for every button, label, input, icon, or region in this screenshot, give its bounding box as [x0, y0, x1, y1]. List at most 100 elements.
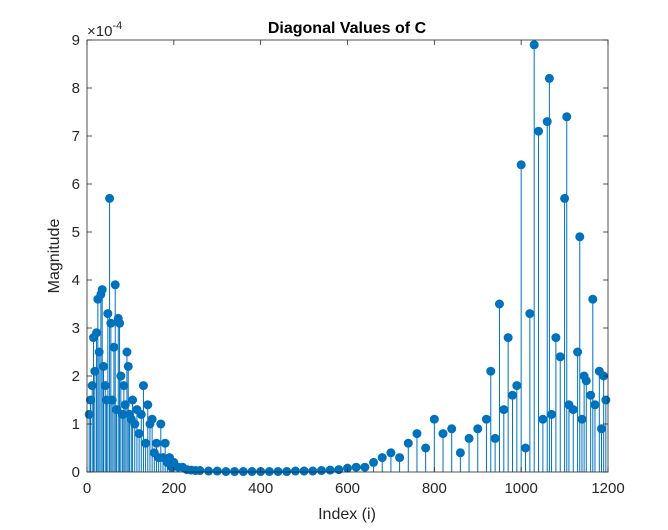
data-point: [160, 438, 170, 448]
y-tick-label: 5: [72, 224, 80, 241]
y-axis-label: Magnitude: [46, 219, 63, 294]
data-point: [204, 466, 214, 476]
y-tick-label: 4: [72, 272, 80, 289]
y-exponent-power: -4: [112, 20, 122, 32]
data-point: [588, 294, 598, 304]
data-point: [100, 381, 110, 391]
y-tick-label: 1: [72, 416, 80, 433]
data-point: [118, 409, 128, 419]
x-axis-label: Index (i): [318, 506, 376, 523]
data-point: [316, 466, 326, 476]
data-point: [494, 299, 504, 309]
data-point: [87, 381, 97, 391]
data-point: [109, 342, 119, 352]
data-point: [290, 466, 300, 476]
data-point: [84, 409, 94, 419]
data-point: [247, 467, 257, 477]
data-point: [412, 429, 422, 439]
data-point: [369, 457, 379, 467]
y-exponent-label: ×10-4: [87, 20, 122, 40]
data-point: [112, 405, 122, 415]
data-point: [110, 280, 120, 290]
data-point: [377, 453, 387, 463]
data-point: [521, 443, 531, 453]
data-point: [562, 112, 572, 122]
data-point: [551, 333, 561, 343]
data-point: [221, 467, 231, 477]
data-point: [486, 366, 496, 376]
x-tick-label: 0: [83, 480, 91, 497]
data-point: [590, 400, 600, 410]
data-point: [98, 361, 108, 371]
stems-group: [88, 44, 607, 472]
x-tick-label: 800: [422, 480, 447, 497]
data-point: [85, 395, 95, 405]
data-point: [351, 462, 361, 472]
data-point: [573, 347, 583, 357]
data-point: [534, 126, 544, 136]
data-point: [116, 371, 126, 381]
data-point: [586, 390, 596, 400]
data-point: [195, 466, 205, 476]
data-point: [575, 232, 585, 242]
data-point: [308, 466, 318, 476]
data-point: [555, 352, 565, 362]
data-point: [490, 433, 500, 443]
data-point: [507, 390, 517, 400]
data-point: [481, 414, 491, 424]
x-tick-label: 1000: [504, 480, 537, 497]
data-point: [103, 309, 113, 319]
y-tick-label: 2: [72, 368, 80, 385]
markers-group: [84, 40, 611, 477]
data-point: [120, 400, 130, 410]
chart-title: Diagonal Values of C: [268, 20, 427, 37]
y-ticks-group: 0 1 2 3 4 5 6 7 8 9: [72, 32, 608, 481]
y-tick-label: 8: [72, 80, 80, 97]
data-point: [386, 448, 396, 458]
data-point: [429, 414, 439, 424]
data-point: [94, 347, 104, 357]
data-point: [596, 424, 606, 434]
data-point: [141, 438, 151, 448]
data-point: [403, 438, 413, 448]
data-point: [105, 193, 115, 203]
data-point: [601, 395, 611, 405]
data-point: [134, 429, 144, 439]
data-point: [455, 448, 465, 458]
data-point: [395, 453, 405, 463]
data-point: [542, 117, 552, 127]
data-point: [325, 465, 335, 475]
data-point: [97, 285, 107, 295]
data-point: [147, 414, 157, 424]
data-point: [107, 395, 117, 405]
x-tick-label: 600: [335, 480, 360, 497]
data-point: [299, 466, 309, 476]
y-tick-label: 9: [72, 32, 80, 49]
data-point: [138, 381, 148, 391]
data-point: [143, 400, 153, 410]
data-point: [115, 318, 125, 328]
data-point: [560, 193, 570, 203]
x-ticks-group: 0 200 400 600 800 1000 1200: [83, 40, 625, 497]
data-point: [130, 419, 140, 429]
data-point: [577, 414, 587, 424]
x-tick-label: 1200: [591, 480, 624, 497]
data-point: [503, 333, 513, 343]
data-point: [538, 414, 548, 424]
data-point: [473, 424, 483, 434]
data-point: [123, 361, 133, 371]
x-tick-label: 400: [248, 480, 273, 497]
data-point: [92, 328, 102, 338]
y-tick-label: 3: [72, 320, 80, 337]
x-tick-label: 200: [161, 480, 186, 497]
data-point: [282, 467, 292, 477]
data-point: [544, 73, 554, 83]
data-point: [547, 409, 557, 419]
data-point: [529, 40, 539, 50]
data-point: [90, 366, 100, 376]
data-point: [119, 381, 129, 391]
y-tick-label: 7: [72, 128, 80, 145]
data-point: [230, 467, 240, 477]
data-point: [334, 465, 344, 475]
